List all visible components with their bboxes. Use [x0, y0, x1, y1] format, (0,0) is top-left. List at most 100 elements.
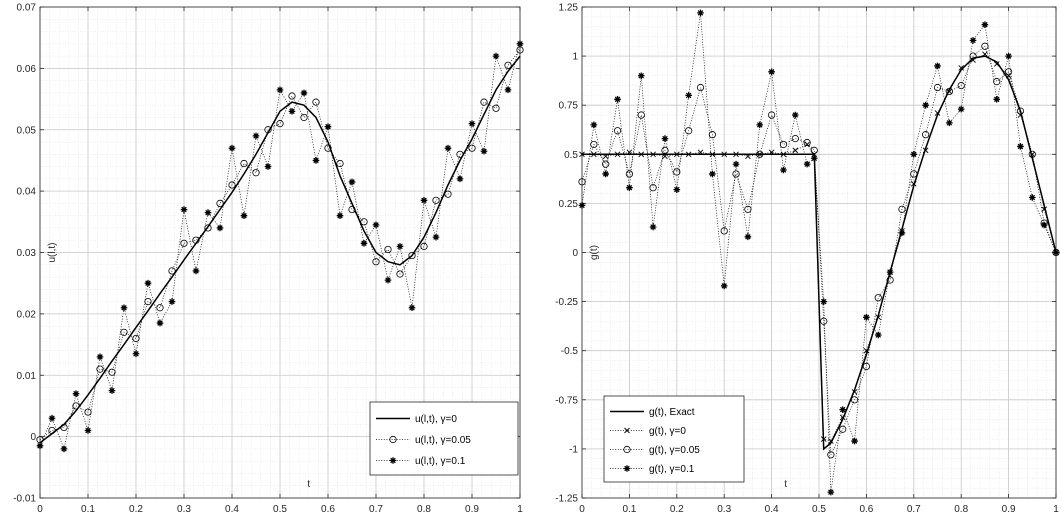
data-point	[1005, 52, 1012, 60]
data-point	[602, 170, 609, 178]
data-point	[132, 350, 140, 358]
data-point	[396, 270, 404, 278]
x-tick-label: 0.9	[1002, 504, 1016, 515]
y-axis-label: g(t)	[589, 245, 600, 260]
x-tick-label: 0.9	[465, 504, 479, 515]
data-point	[108, 368, 116, 376]
legend: g(t), Exact g(t), γ=0 g(t), γ=0.05 g(t), γ=…	[603, 395, 745, 483]
y-tick-label: -0.25	[555, 297, 578, 308]
x-tick-label: 0	[579, 504, 585, 515]
data-point	[516, 46, 524, 54]
data-point	[934, 62, 941, 70]
data-point	[637, 72, 645, 80]
data-point	[732, 160, 740, 168]
data-point	[480, 98, 488, 106]
y-tick-label: -1	[569, 444, 578, 455]
data-point	[922, 101, 929, 109]
data-point	[372, 258, 380, 266]
data-point	[312, 157, 320, 164]
data-point	[108, 387, 116, 394]
data-point	[240, 212, 248, 219]
x-tick-label: 0.8	[417, 504, 431, 515]
data-point	[720, 227, 728, 235]
x-tick-label: 0.5	[273, 504, 287, 515]
data-point	[1040, 221, 1048, 229]
data-point	[396, 243, 404, 250]
series-line	[582, 55, 1057, 451]
data-point	[874, 294, 882, 302]
data-point	[444, 144, 452, 152]
data-point	[84, 408, 92, 416]
data-point	[132, 334, 140, 343]
data-point	[492, 52, 500, 60]
data-point	[144, 279, 152, 287]
data-point	[803, 160, 811, 168]
data-point	[946, 119, 953, 127]
y-tick-label: -1.25	[555, 494, 578, 505]
data-point	[922, 131, 930, 139]
data-point	[792, 111, 799, 119]
data-point	[1004, 68, 1013, 76]
data-point	[324, 123, 332, 130]
data-point	[708, 131, 716, 139]
x-tick-label: 0.4	[765, 504, 779, 515]
data-point	[767, 111, 776, 119]
data-point	[120, 328, 128, 336]
y-tick-label: 0.75	[559, 101, 579, 112]
data-point	[661, 135, 669, 142]
legend-entry: g(t), Exact	[649, 407, 695, 418]
y-tick-label: 0.03	[17, 248, 37, 259]
data-point	[696, 83, 705, 92]
data-point	[969, 37, 977, 44]
series	[39, 55, 521, 444]
data-point	[264, 163, 272, 170]
data-point	[756, 121, 764, 129]
data-point	[144, 297, 152, 306]
data-point	[408, 304, 416, 312]
x-tick-label: 0.8	[954, 504, 968, 515]
data-point	[372, 221, 380, 229]
data-point	[156, 319, 164, 327]
x-tick-label: 1	[1053, 504, 1059, 515]
x-tick-label: 0.4	[225, 504, 239, 515]
y-tick-label: 0.07	[17, 3, 37, 14]
data-point	[851, 437, 858, 445]
x-axis-label: t	[784, 479, 787, 490]
data-point	[204, 224, 212, 232]
data-point	[456, 175, 464, 183]
data-point	[578, 202, 586, 209]
data-point	[96, 365, 104, 373]
data-point	[192, 267, 200, 275]
data-point	[228, 144, 236, 152]
data-point	[779, 140, 788, 149]
data-point	[420, 242, 428, 250]
data-point	[744, 233, 752, 241]
x-tick-label: 0.5	[812, 504, 826, 515]
data-point	[625, 170, 634, 178]
data-point	[649, 223, 657, 231]
y-tick-label: 1	[572, 52, 578, 63]
data-point	[839, 406, 846, 413]
y-tick-label: -0.75	[555, 395, 578, 406]
data-point	[1040, 219, 1048, 227]
x-tick-label: 0.2	[129, 504, 143, 515]
data-point	[492, 104, 500, 112]
data-point	[673, 186, 681, 193]
data-point	[898, 229, 906, 237]
data-point	[933, 83, 942, 92]
data-point	[360, 239, 368, 247]
series-line	[39, 55, 521, 444]
y-tick-label: -0.01	[13, 494, 36, 505]
data-point	[180, 239, 188, 247]
x-tick-label: 0.7	[907, 504, 921, 515]
data-point	[228, 181, 236, 189]
data-point	[957, 81, 965, 90]
data-point	[432, 196, 440, 204]
data-point	[276, 120, 284, 128]
data-point	[240, 159, 248, 168]
series-line	[582, 53, 1057, 442]
data-point	[626, 184, 633, 191]
x-tick-label: 1	[517, 504, 523, 515]
x-tick-label: 0.6	[321, 504, 335, 515]
